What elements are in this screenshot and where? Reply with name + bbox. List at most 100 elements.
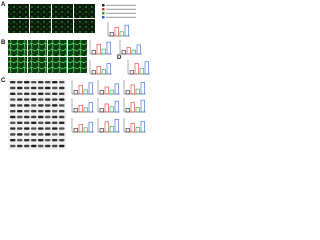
bar bbox=[139, 68, 144, 75]
blot-band bbox=[59, 86, 65, 90]
blot-band bbox=[31, 133, 37, 136]
blot-band bbox=[52, 115, 58, 119]
bar bbox=[140, 121, 145, 133]
blot-band bbox=[31, 104, 37, 107]
blot-background bbox=[8, 79, 66, 150]
blot-band bbox=[24, 115, 30, 119]
blot-band bbox=[10, 110, 16, 113]
micrograph bbox=[8, 57, 27, 73]
blot-band bbox=[59, 81, 65, 84]
blot-band bbox=[38, 115, 44, 119]
micrograph bbox=[74, 19, 95, 33]
blot-band bbox=[24, 127, 30, 130]
blot-band bbox=[52, 98, 58, 101]
blot-band bbox=[10, 121, 16, 124]
bar bbox=[130, 102, 135, 113]
blot-band bbox=[52, 81, 58, 84]
bar bbox=[99, 90, 104, 95]
blot-band bbox=[17, 144, 23, 148]
bar bbox=[135, 88, 140, 95]
bar bbox=[130, 84, 135, 95]
blot-band bbox=[52, 121, 58, 124]
blot-band bbox=[31, 86, 37, 90]
blot-band bbox=[59, 104, 65, 107]
legend-swatch bbox=[102, 8, 105, 11]
bar bbox=[144, 61, 149, 75]
blot-band bbox=[59, 144, 65, 148]
bar bbox=[126, 47, 131, 55]
figure: A B C D bbox=[1, 2, 150, 150]
bar bbox=[96, 66, 101, 75]
blot-band bbox=[24, 98, 30, 101]
micrograph bbox=[8, 19, 29, 33]
bar bbox=[104, 103, 109, 113]
charts bbox=[71, 22, 150, 133]
bar bbox=[88, 121, 93, 133]
micrograph bbox=[28, 40, 47, 56]
bar bbox=[73, 128, 78, 133]
bar bbox=[121, 50, 126, 55]
blot-band bbox=[17, 121, 23, 124]
legend-text-line bbox=[106, 8, 136, 10]
blot-band bbox=[38, 81, 44, 84]
bar bbox=[106, 41, 111, 55]
page: {"panels": [{"label": "A"}, {"label": "B… bbox=[1, 2, 150, 150]
blot-band bbox=[52, 144, 58, 148]
bar bbox=[109, 89, 114, 95]
blot-band bbox=[38, 110, 44, 113]
bar bbox=[78, 84, 83, 95]
blot-band bbox=[10, 81, 16, 84]
blot-band bbox=[17, 139, 23, 142]
blot-band bbox=[17, 92, 23, 95]
blot-band bbox=[10, 115, 16, 119]
bar bbox=[130, 123, 135, 133]
blot-band bbox=[17, 127, 23, 130]
bar bbox=[114, 119, 119, 133]
blot-band bbox=[17, 133, 23, 136]
blot-band bbox=[45, 133, 51, 136]
bar bbox=[109, 106, 114, 113]
blot-band bbox=[52, 127, 58, 130]
blot-band bbox=[52, 139, 58, 142]
bar bbox=[114, 27, 119, 37]
blot-band bbox=[59, 92, 65, 95]
bar bbox=[135, 127, 140, 133]
blot-band bbox=[52, 86, 58, 90]
bar bbox=[125, 90, 130, 95]
micrograph bbox=[30, 4, 51, 18]
bar bbox=[73, 108, 78, 113]
blot-band bbox=[17, 86, 23, 90]
bar bbox=[99, 108, 104, 113]
blot-band bbox=[45, 115, 51, 119]
blot-band bbox=[59, 133, 65, 136]
blot-band bbox=[31, 92, 37, 95]
bar bbox=[83, 127, 88, 133]
bar bbox=[91, 50, 96, 55]
bar bbox=[114, 100, 119, 113]
blot-band bbox=[24, 144, 30, 148]
legend-text-line bbox=[106, 4, 136, 6]
bar bbox=[73, 90, 78, 95]
bar bbox=[83, 107, 88, 113]
blot-band bbox=[45, 110, 51, 113]
blot-band bbox=[38, 92, 44, 95]
micrograph bbox=[68, 40, 87, 56]
blot-band bbox=[17, 104, 23, 107]
blot-band bbox=[59, 115, 65, 119]
bar bbox=[125, 108, 130, 113]
blot-band bbox=[10, 86, 16, 90]
blot-band bbox=[45, 98, 51, 101]
blot-band bbox=[59, 110, 65, 113]
bar bbox=[140, 99, 145, 113]
bar bbox=[88, 102, 93, 113]
panel-label: B bbox=[1, 40, 6, 46]
bar bbox=[101, 48, 106, 55]
legend-swatch bbox=[102, 12, 105, 15]
blot-band bbox=[31, 115, 37, 119]
blot-band bbox=[59, 127, 65, 130]
panel-label: C bbox=[1, 78, 6, 84]
blot-band bbox=[45, 127, 51, 130]
blot-band bbox=[45, 104, 51, 107]
blot-band bbox=[31, 98, 37, 101]
blot-band bbox=[24, 110, 30, 113]
